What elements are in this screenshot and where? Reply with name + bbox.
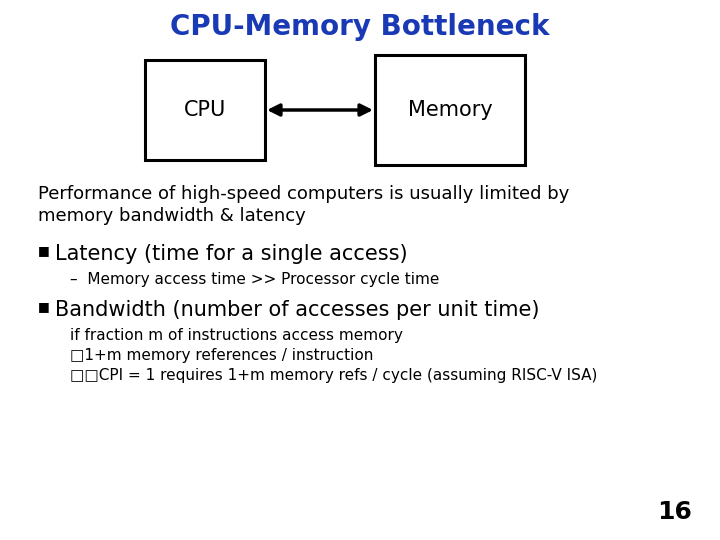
- Text: Bandwidth (number of accesses per unit time): Bandwidth (number of accesses per unit t…: [55, 300, 539, 320]
- Text: □□CPI = 1 requires 1+m memory refs / cycle (assuming RISC-V ISA): □□CPI = 1 requires 1+m memory refs / cyc…: [70, 368, 598, 383]
- Text: memory bandwidth & latency: memory bandwidth & latency: [38, 207, 306, 225]
- Text: ■: ■: [38, 244, 50, 257]
- Text: –  Memory access time >> Processor cycle time: – Memory access time >> Processor cycle …: [70, 272, 439, 287]
- Text: Performance of high-speed computers is usually limited by: Performance of high-speed computers is u…: [38, 185, 570, 203]
- FancyArrowPatch shape: [271, 105, 369, 115]
- Text: CPU: CPU: [184, 100, 226, 120]
- Text: if fraction m of instructions access memory: if fraction m of instructions access mem…: [70, 328, 403, 343]
- Text: Latency (time for a single access): Latency (time for a single access): [55, 244, 408, 264]
- Text: CPU-Memory Bottleneck: CPU-Memory Bottleneck: [170, 13, 550, 41]
- Text: 16: 16: [657, 500, 692, 524]
- Text: Memory: Memory: [408, 100, 492, 120]
- Text: □1+m memory references / instruction: □1+m memory references / instruction: [70, 348, 374, 363]
- Bar: [145, 60, 265, 160]
- Text: ■: ■: [38, 300, 50, 313]
- Bar: [375, 55, 525, 165]
